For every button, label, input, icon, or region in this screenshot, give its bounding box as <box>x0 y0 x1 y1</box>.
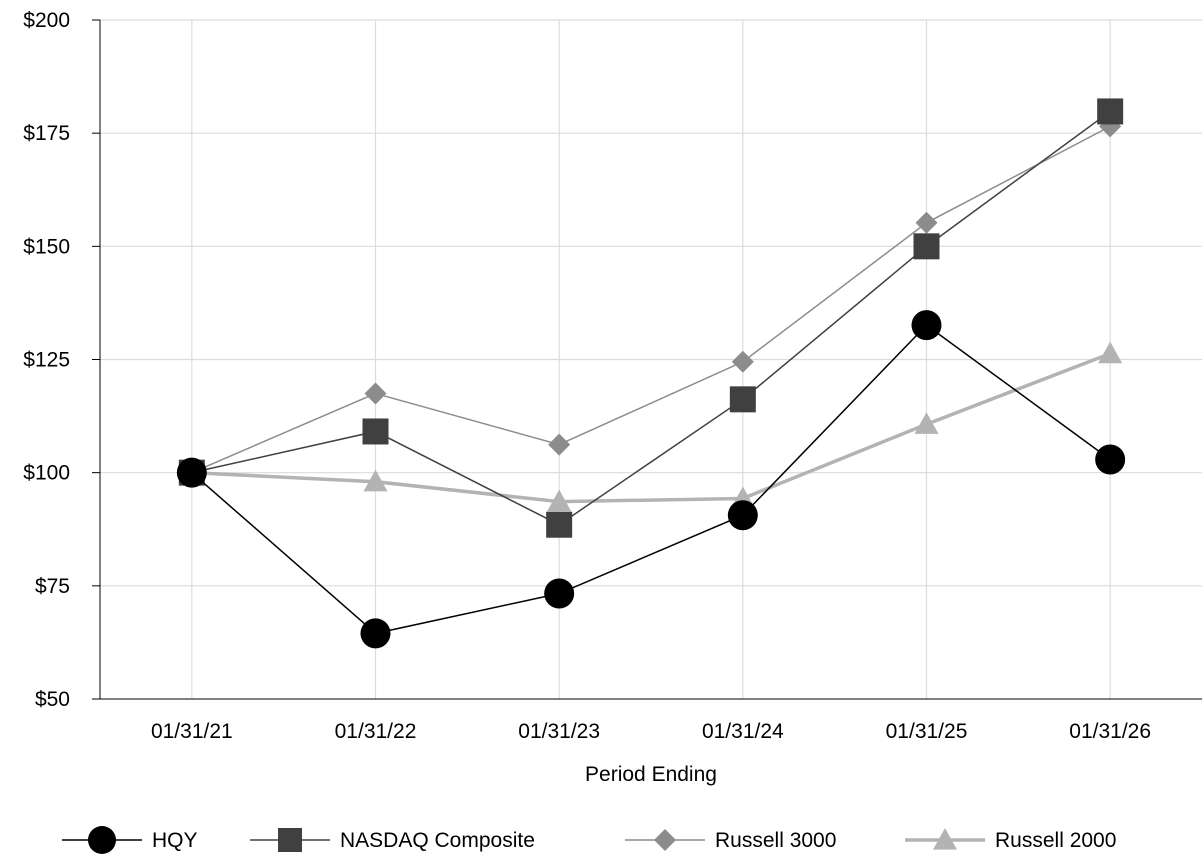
data-point-square <box>1097 98 1124 125</box>
legend-marker-triangle <box>933 828 957 850</box>
legend-item: Russell 3000 <box>625 829 836 852</box>
data-point-triangle <box>363 469 388 492</box>
x-tick-label: 01/31/26 <box>1069 720 1151 743</box>
data-point-triangle <box>547 489 572 512</box>
data-point-square <box>729 386 756 413</box>
legend: HQY NASDAQ Composite Russell 3000 Russell 2… <box>62 826 1116 854</box>
data-point-square <box>546 511 573 538</box>
x-tick-label: 01/31/21 <box>151 720 233 743</box>
y-tick-label: $150 <box>23 235 70 258</box>
grid-lines <box>100 19 1202 699</box>
data-point-circle <box>176 457 207 488</box>
legend-marker-circle <box>88 826 116 854</box>
data-point-triangle <box>1098 341 1123 364</box>
legend-marker-square <box>278 828 302 852</box>
data-point-diamond <box>548 433 571 456</box>
x-tick-label: 01/31/22 <box>335 720 417 743</box>
legend-label: Russell 2000 <box>995 829 1116 852</box>
series-line <box>191 125 1111 474</box>
series-nasdaq-composite <box>178 98 1124 538</box>
data-point-circle <box>1095 444 1126 475</box>
x-axis-tick-labels: 01/31/21 01/31/22 01/31/23 01/31/24 01/31/25… <box>151 720 1151 743</box>
series-hqy <box>176 310 1126 649</box>
series <box>176 98 1126 649</box>
data-point-triangle <box>914 412 939 434</box>
legend-label: HQY <box>152 829 198 852</box>
data-point-diamond <box>915 211 938 234</box>
series-russell-3000 <box>180 115 1122 484</box>
data-point-square <box>362 418 389 445</box>
y-tick-label: $125 <box>23 349 70 372</box>
series-russell-2000 <box>179 341 1123 512</box>
data-point-circle <box>360 618 391 649</box>
data-point-square <box>913 233 940 260</box>
legend-item: Russell 2000 <box>905 828 1116 852</box>
y-tick-label: $75 <box>35 575 70 598</box>
data-point-circle <box>911 310 942 341</box>
legend-label: Russell 3000 <box>715 829 836 852</box>
x-tick-label: 01/31/25 <box>886 720 968 743</box>
legend-item: NASDAQ Composite <box>250 828 535 852</box>
data-point-diamond <box>364 382 387 405</box>
x-tick-label: 01/31/23 <box>518 720 600 743</box>
series-line <box>191 110 1111 526</box>
legend-item: HQY <box>62 826 198 854</box>
y-tick-label: $200 <box>23 9 70 32</box>
series-line <box>191 351 1111 504</box>
legend-label: NASDAQ Composite <box>340 829 535 852</box>
y-tick-label: $100 <box>23 462 70 485</box>
legend-marker-diamond <box>654 829 676 851</box>
axes <box>92 19 1202 700</box>
x-axis-title: Period Ending <box>585 763 717 786</box>
y-tick-label: $175 <box>23 122 70 145</box>
data-point-circle <box>727 500 758 531</box>
x-tick-label: 01/31/24 <box>702 720 784 743</box>
data-point-circle <box>544 578 575 609</box>
y-axis-tick-labels: $50 $75 $100 $125 $150 $175 $200 <box>23 9 70 711</box>
series-line <box>191 324 1111 635</box>
data-point-diamond <box>731 350 754 373</box>
y-tick-label: $50 <box>35 688 70 711</box>
